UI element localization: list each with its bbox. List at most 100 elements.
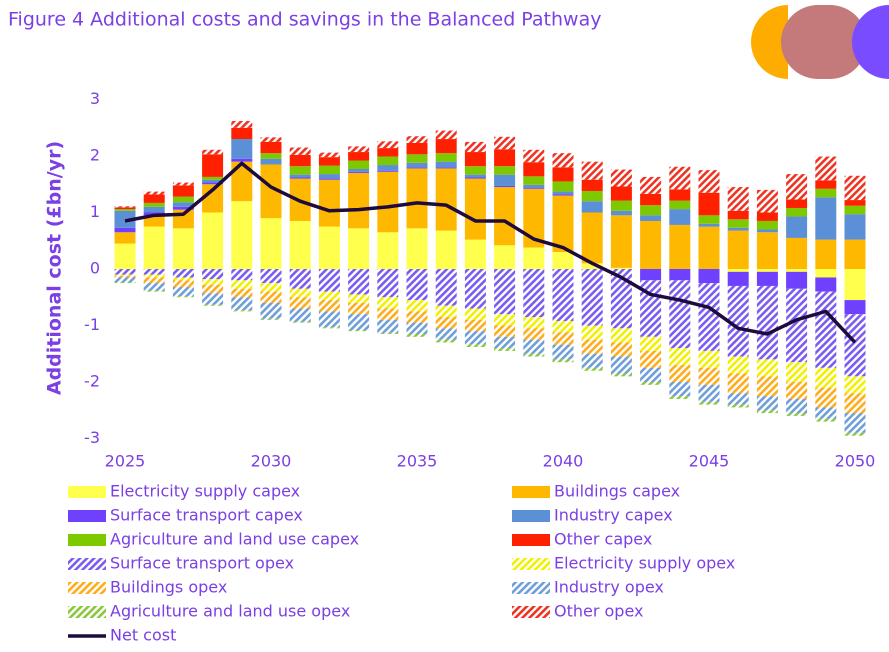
bar-segment (406, 143, 428, 155)
bar-segment (318, 291, 340, 301)
legend-swatch (68, 582, 106, 594)
bar-segment (669, 269, 691, 281)
bar-segment (581, 269, 603, 326)
bar-segment (464, 331, 486, 345)
bar-segment (377, 141, 399, 149)
net-cost-line (124, 161, 857, 344)
legend-label: Buildings capex (554, 482, 680, 501)
x-tick-label: 2040 (543, 452, 584, 471)
bar-segment (289, 269, 311, 289)
bar-segment (523, 162, 545, 177)
bar-segment (815, 156, 837, 181)
x-tick-label: 2035 (397, 452, 438, 471)
bar-segment (698, 283, 720, 351)
bar-segment (348, 172, 370, 229)
bar-segment (464, 152, 486, 167)
legend-swatch (512, 582, 550, 594)
bar-segment (114, 207, 136, 210)
bar-segment (698, 269, 720, 284)
bar-segment (786, 398, 808, 414)
bar-segment (231, 161, 253, 202)
legend-swatch (68, 534, 106, 546)
bar-segment (786, 382, 808, 399)
bar-segment (114, 281, 136, 284)
bar-segment (815, 197, 837, 240)
bar-segment (727, 356, 749, 374)
bar-segment (260, 283, 282, 292)
bar-segment (143, 283, 165, 291)
y-tick-label: 3 (90, 89, 100, 108)
bar-segment (669, 189, 691, 201)
bar-segment (172, 196, 194, 203)
bar-segment (640, 193, 662, 206)
bar-segment (231, 297, 253, 311)
bar-segment (464, 141, 486, 153)
bar-segment (202, 279, 224, 285)
bar-segment (435, 305, 457, 318)
legend-label: Buildings opex (110, 578, 227, 597)
bar-segment (348, 314, 370, 331)
x-tick-label: 2050 (835, 452, 876, 471)
bar-segment (815, 291, 837, 368)
bar-segment (669, 280, 691, 349)
bar-segment (698, 350, 720, 368)
bar-segment (756, 396, 778, 411)
bar-segment (815, 367, 837, 388)
bar-segment (202, 182, 224, 185)
bar-segment (435, 317, 457, 329)
bar-segment (289, 154, 311, 167)
bar-segment (640, 350, 662, 368)
bar-segment (231, 139, 253, 159)
bar-segment (377, 148, 399, 157)
bar-segment (464, 344, 486, 347)
bar-segment (260, 302, 282, 319)
bar-segment (698, 170, 720, 193)
bar-segment (318, 178, 340, 180)
legend-label: Agriculture and land use opex (110, 602, 350, 621)
bar-segment (756, 359, 778, 377)
bar-segment (844, 205, 866, 215)
bar-segment (202, 212, 224, 269)
legend-swatch (512, 558, 550, 570)
legend-label: Other capex (554, 530, 652, 549)
bar-segment (143, 202, 165, 207)
bar-segment (523, 328, 545, 340)
bar-segment (143, 206, 165, 213)
bar-segment (756, 285, 778, 360)
bar-segment (727, 373, 749, 394)
bar-segment (231, 127, 253, 140)
bar-segment (669, 224, 691, 269)
bar-segment (348, 168, 370, 172)
bar-segment (610, 169, 632, 187)
bar-segment (581, 367, 603, 371)
bar-segment (786, 174, 808, 200)
bar-segment (348, 228, 370, 269)
bar-segment (143, 269, 165, 275)
bar-segment (815, 269, 837, 278)
bar-segment (172, 296, 194, 298)
bar-segment (114, 277, 136, 282)
bar-segment (435, 339, 457, 343)
bar-segment (289, 166, 311, 175)
bar-segment (231, 310, 253, 312)
legend-label: Surface transport opex (110, 554, 294, 573)
bar-segment (377, 171, 399, 233)
bar-segment (494, 269, 516, 315)
bar-segment (172, 269, 194, 278)
chart-title: Figure 4 Additional costs and savings in… (8, 9, 601, 31)
y-tick-label: -2 (84, 372, 100, 391)
bar-segment (756, 232, 778, 269)
bar-segment (727, 230, 749, 269)
bar-segment (406, 269, 428, 301)
bar-segment (640, 176, 662, 194)
bar-segment (581, 191, 603, 202)
bar-segment (143, 215, 165, 227)
bar-segment (494, 174, 516, 186)
bar-segment (377, 156, 399, 166)
bar-segment (231, 280, 253, 289)
bar-segment (143, 194, 165, 203)
bar-segment (552, 167, 574, 182)
legend-swatch (68, 510, 106, 522)
bar-segment (464, 166, 486, 175)
bar-segment (669, 166, 691, 190)
